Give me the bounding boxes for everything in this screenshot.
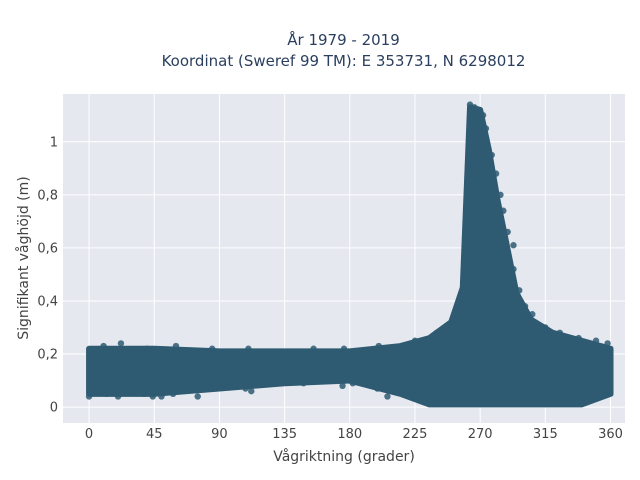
y-tick-label: 0,8 <box>37 188 58 203</box>
data-point <box>604 340 611 347</box>
data-point <box>445 321 452 329</box>
scatter-points <box>85 101 613 405</box>
data-point <box>556 329 564 336</box>
data-point <box>245 345 252 352</box>
x-axis-ticks: 0 45 90 135 180 225 270 315 360 <box>85 427 623 442</box>
data-point <box>575 334 582 342</box>
data-point <box>300 380 307 387</box>
data-point <box>374 385 381 392</box>
data-point <box>492 170 500 177</box>
data-point <box>114 393 122 400</box>
data-point <box>248 387 255 395</box>
data-point <box>392 387 400 395</box>
x-tick-label: 180 <box>337 427 362 442</box>
data-point <box>194 393 201 400</box>
x-tick-label: 225 <box>403 427 428 442</box>
x-tick-label: 45 <box>146 427 163 442</box>
data-point <box>510 242 517 249</box>
data-point <box>504 228 511 236</box>
y-tick-label: 0 <box>50 401 58 416</box>
x-tick-label: 360 <box>598 427 623 442</box>
data-point <box>433 329 440 336</box>
data-point <box>122 387 129 395</box>
data-point <box>103 390 110 398</box>
data-point <box>85 393 93 400</box>
x-tick-label: 135 <box>272 427 297 442</box>
data-point <box>349 380 356 387</box>
chart-title-line2: Koordinat (Sweref 99 TM): E 353731, N 62… <box>162 52 526 70</box>
data-point <box>100 342 107 350</box>
data-point <box>310 345 317 352</box>
x-tick-label: 90 <box>211 427 228 442</box>
x-axis-title: Vågriktning (grader) <box>273 448 415 465</box>
data-point <box>542 324 549 331</box>
data-point <box>488 151 495 159</box>
data-point <box>516 287 523 294</box>
y-axis-ticks: 0 0,2 0,4 0,6 0,8 1 <box>37 135 58 415</box>
data-point <box>340 345 348 352</box>
data-point <box>208 345 216 352</box>
data-point <box>169 390 177 398</box>
data-point <box>384 393 391 400</box>
data-point <box>482 125 490 132</box>
data-point <box>475 106 482 114</box>
data-point <box>288 377 296 384</box>
x-tick-label: 270 <box>468 427 493 442</box>
data-point <box>93 387 100 395</box>
data-point <box>520 398 527 405</box>
y-axis-title: Signifikant våghöjd (m) <box>15 176 32 339</box>
data-point <box>529 311 536 318</box>
data-point <box>140 390 148 398</box>
data-point <box>510 265 517 273</box>
data-point <box>158 393 165 400</box>
x-tick-label: 315 <box>533 427 558 442</box>
x-tick-label: 0 <box>85 427 93 442</box>
data-point <box>313 374 320 382</box>
data-point <box>271 380 278 387</box>
data-point <box>117 340 125 347</box>
data-point <box>411 337 419 344</box>
y-tick-label: 0,4 <box>37 294 58 309</box>
y-tick-label: 0,2 <box>37 348 58 363</box>
data-point <box>521 303 529 310</box>
data-point <box>500 207 507 214</box>
chart-title-line1: År 1979 - 2019 <box>287 30 400 49</box>
data-point <box>223 380 230 387</box>
data-point <box>563 398 571 405</box>
data-point <box>172 342 180 350</box>
data-point <box>479 112 487 119</box>
data-point <box>375 342 382 350</box>
data-point <box>585 393 592 400</box>
data-point <box>339 382 346 390</box>
data-point <box>605 390 613 398</box>
data-point <box>149 393 157 400</box>
data-point <box>592 337 600 344</box>
y-tick-label: 1 <box>50 135 58 150</box>
data-point <box>242 385 249 392</box>
data-point <box>143 345 151 352</box>
data-point <box>497 191 504 199</box>
y-tick-label: 0,6 <box>37 241 58 256</box>
